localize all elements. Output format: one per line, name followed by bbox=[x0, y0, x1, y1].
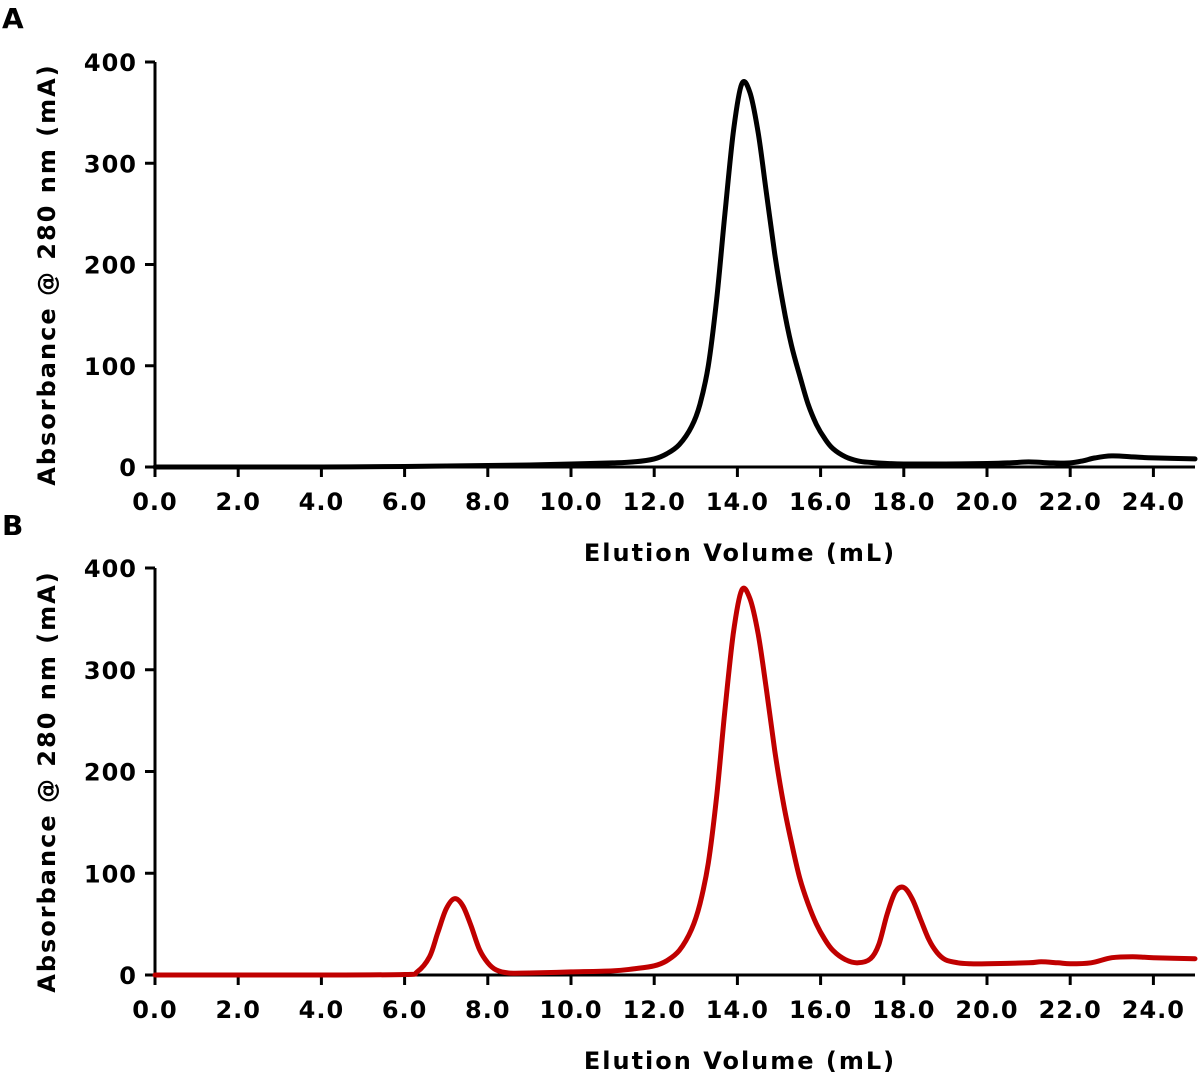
x-tick-label: 14.0 bbox=[706, 996, 769, 1024]
x-tick-label: 18.0 bbox=[872, 996, 935, 1024]
x-axis-title: Elution Volume (mL) bbox=[584, 1047, 896, 1075]
x-tick-label: 2.0 bbox=[215, 996, 261, 1024]
x-tick-label: 20.0 bbox=[955, 996, 1018, 1024]
y-tick-label: 100 bbox=[84, 353, 137, 381]
y-tick-label: 0 bbox=[119, 962, 137, 990]
x-tick-label: 10.0 bbox=[539, 488, 602, 516]
x-tick-label: 22.0 bbox=[1039, 996, 1102, 1024]
y-tick-label: 400 bbox=[84, 555, 137, 583]
x-tick-label: 8.0 bbox=[465, 488, 511, 516]
x-tick-label: 22.0 bbox=[1039, 488, 1102, 516]
x-tick-label: 24.0 bbox=[1122, 488, 1185, 516]
y-tick-label: 100 bbox=[84, 860, 137, 888]
y-tick-label: 200 bbox=[84, 252, 137, 280]
x-axis-title: Elution Volume (mL) bbox=[584, 539, 896, 567]
panel-label: A bbox=[2, 2, 24, 35]
x-tick-label: 10.0 bbox=[539, 996, 602, 1024]
x-tick-label: 6.0 bbox=[382, 488, 428, 516]
y-tick-label: 300 bbox=[84, 150, 137, 178]
x-tick-label: 12.0 bbox=[623, 996, 686, 1024]
x-tick-label: 14.0 bbox=[706, 488, 769, 516]
y-tick-label: 300 bbox=[84, 657, 137, 685]
x-tick-label: 0.0 bbox=[132, 996, 178, 1024]
x-tick-label: 8.0 bbox=[465, 996, 511, 1024]
chart-panel-a: A 0 100 200 300 400 0.0 2.0 4.0 6.0 8.0 10.0 12.0 14.… bbox=[2, 2, 1198, 567]
x-tick-label: 12.0 bbox=[623, 488, 686, 516]
y-tick-label: 400 bbox=[84, 49, 137, 77]
x-tick-label: 20.0 bbox=[955, 488, 1018, 516]
series-line bbox=[152, 79, 1198, 470]
x-tick-label: 2.0 bbox=[215, 488, 261, 516]
x-tick-label: 18.0 bbox=[872, 488, 935, 516]
chart-panel-b: B 0 100 200 300 400 0.0 2.0 4.0 6.0 8.0 10.0 12.0 14.… bbox=[2, 509, 1198, 1075]
x-tick-label: 16.0 bbox=[789, 488, 852, 516]
x-tick-label: 4.0 bbox=[299, 488, 345, 516]
x-tick-label: 24.0 bbox=[1122, 996, 1185, 1024]
panel-label: B bbox=[2, 509, 23, 542]
x-tick-label: 0.0 bbox=[132, 488, 178, 516]
y-axis-title: Absorbance @ 280 nm (mA) bbox=[33, 63, 61, 485]
y-tick-label: 200 bbox=[84, 759, 137, 787]
y-tick-label: 0 bbox=[119, 454, 137, 482]
series-line bbox=[152, 585, 1198, 978]
x-tick-label: 6.0 bbox=[382, 996, 428, 1024]
y-axis-title: Absorbance @ 280 nm (mA) bbox=[33, 570, 61, 992]
x-tick-label: 16.0 bbox=[789, 996, 852, 1024]
x-tick-label: 4.0 bbox=[299, 996, 345, 1024]
